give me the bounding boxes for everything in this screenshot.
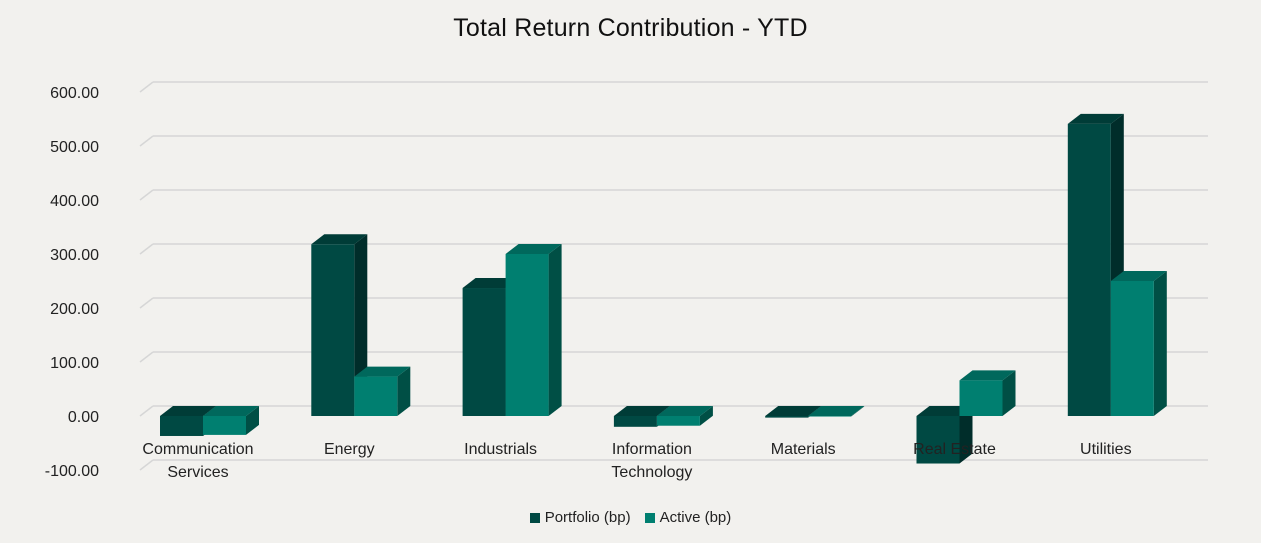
gridline-depth xyxy=(139,459,154,471)
y-tick-label: 400.00 xyxy=(50,193,99,210)
gridline-depth xyxy=(139,405,154,417)
category-label: Real Estate xyxy=(913,441,996,458)
bar-portfolio-top xyxy=(311,234,368,245)
category-label: Utilities xyxy=(1080,441,1132,458)
y-tick-label: 500.00 xyxy=(50,139,99,156)
bar-portfolio xyxy=(311,244,355,416)
bar-active-side xyxy=(699,406,713,426)
category-label: Services xyxy=(167,464,228,481)
bar-portfolio xyxy=(613,416,657,427)
bar-active-side xyxy=(548,244,562,416)
bar-active xyxy=(959,380,1003,416)
category-label: Information xyxy=(612,441,692,458)
gridline-depth xyxy=(139,189,154,201)
bar-active-side xyxy=(397,366,411,416)
bar-active-side xyxy=(246,406,259,435)
bar-portfolio-top xyxy=(160,406,216,416)
bar-active xyxy=(505,254,549,416)
y-tick-label: 600.00 xyxy=(50,85,99,102)
bar-portfolio-top xyxy=(462,278,519,289)
bar-active xyxy=(656,416,700,426)
gridline-depth xyxy=(139,243,154,255)
y-tick-label: 200.00 xyxy=(50,301,99,318)
legend-swatch-portfolio xyxy=(529,512,540,523)
bar-active-side xyxy=(1153,271,1167,416)
chart-title: Total Return Contribution - YTD xyxy=(453,14,808,42)
bar-active-top xyxy=(959,370,1016,381)
legend-label-active: Active (bp) xyxy=(659,509,732,526)
bar-portfolio xyxy=(765,416,809,418)
bar-active xyxy=(808,416,852,417)
gridline-depth xyxy=(139,297,154,309)
y-tick-label: 300.00 xyxy=(50,247,99,264)
bar-active-top xyxy=(203,406,259,416)
bar-portfolio-top xyxy=(916,406,973,416)
bar-active-side xyxy=(851,406,865,417)
bar-active xyxy=(203,416,246,435)
bar-portfolio xyxy=(1067,123,1111,417)
bar-active-top xyxy=(656,406,713,416)
bar-active-top xyxy=(354,366,411,377)
category-label: Technology xyxy=(611,464,692,481)
legend-item-portfolio: Portfolio (bp) xyxy=(529,509,631,526)
bar-active-side xyxy=(1002,370,1016,416)
bar-portfolio-top xyxy=(1067,113,1124,124)
bar-active-top xyxy=(808,406,865,416)
category-label: Communication xyxy=(142,441,253,458)
bar-portfolio xyxy=(462,288,506,416)
legend: Portfolio (bp) Active (bp) xyxy=(0,509,1261,526)
bar-active xyxy=(354,376,398,416)
category-label: Industrials xyxy=(464,441,537,458)
gridline-depth xyxy=(139,81,154,93)
legend-label-portfolio: Portfolio (bp) xyxy=(544,509,631,526)
category-label: Materials xyxy=(771,441,836,458)
gridline-depth xyxy=(139,135,154,147)
bar-portfolio-top xyxy=(613,406,670,416)
bar-portfolio xyxy=(160,416,203,436)
y-tick-label: -100.00 xyxy=(45,463,99,480)
legend-item-active: Active (bp) xyxy=(644,509,732,526)
bar-active xyxy=(1110,281,1154,416)
gridline-depth xyxy=(139,351,154,363)
bar-portfolio-side xyxy=(959,406,973,464)
category-label: Energy xyxy=(324,441,375,458)
y-tick-label: 0.00 xyxy=(68,409,99,426)
bar-active-top xyxy=(505,244,562,254)
bar-portfolio xyxy=(916,416,960,464)
bar-active-top xyxy=(1110,271,1167,281)
legend-swatch-active xyxy=(644,512,655,523)
y-tick-label: 100.00 xyxy=(50,355,99,372)
bar-portfolio-top xyxy=(765,406,822,416)
